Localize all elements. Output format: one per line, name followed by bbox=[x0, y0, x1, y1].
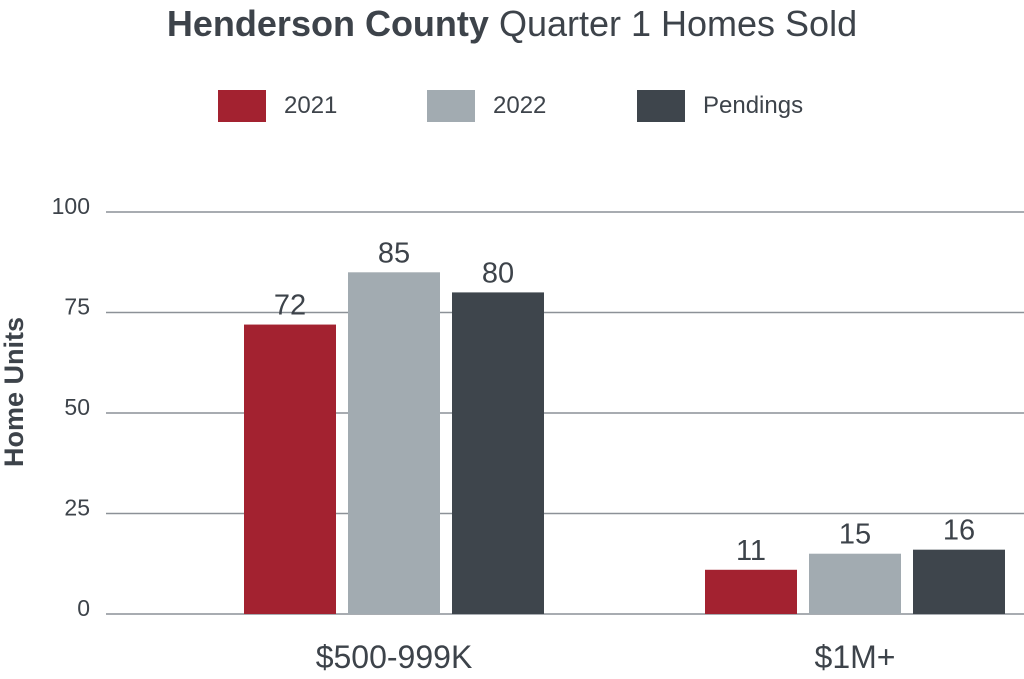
x-category-label: $500-999K bbox=[316, 639, 473, 675]
bar-value-label: 15 bbox=[839, 519, 871, 551]
legend-item-pendings: Pendings bbox=[637, 88, 803, 124]
bar-value-label: 80 bbox=[482, 257, 514, 289]
bar bbox=[913, 549, 1005, 614]
legend-item-2021: 2021 bbox=[218, 88, 337, 124]
y-tick-label: 50 bbox=[64, 394, 90, 420]
bar bbox=[705, 569, 797, 614]
bar bbox=[809, 553, 901, 614]
legend-label-pendings: Pendings bbox=[703, 92, 804, 119]
bar-value-label: 16 bbox=[943, 515, 975, 547]
legend-swatch-2021 bbox=[218, 90, 266, 122]
y-tick-label: 100 bbox=[52, 193, 90, 219]
legend-item-2022: 2022 bbox=[427, 88, 546, 124]
y-tick-label: 75 bbox=[64, 294, 90, 320]
legend-label-2022: 2022 bbox=[493, 92, 547, 119]
chart-title-bold: Henderson County bbox=[166, 3, 489, 44]
legend-swatch-pendings bbox=[637, 90, 685, 122]
bar-value-label: 72 bbox=[274, 290, 306, 322]
bar bbox=[452, 292, 544, 614]
chart-title: Henderson County Quarter 1 Homes Sold bbox=[0, 2, 1024, 46]
y-tick-label: 0 bbox=[77, 595, 90, 621]
bar-value-label: 85 bbox=[378, 237, 410, 269]
chart-title-rest: Quarter 1 Homes Sold bbox=[498, 3, 858, 44]
legend-swatch-2022 bbox=[427, 90, 475, 122]
bar bbox=[244, 324, 336, 614]
x-category-label: $1M+ bbox=[815, 639, 896, 675]
bar bbox=[348, 272, 440, 614]
bar-value-label: 11 bbox=[736, 535, 766, 567]
legend: 2021 2022 Pendings bbox=[0, 88, 1024, 124]
legend-label-2021: 2021 bbox=[284, 92, 338, 119]
y-tick-label: 25 bbox=[64, 495, 90, 521]
y-axis-label: Home Units bbox=[0, 317, 29, 467]
